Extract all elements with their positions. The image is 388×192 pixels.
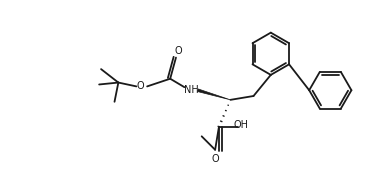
Polygon shape bbox=[197, 89, 230, 100]
Text: O: O bbox=[137, 81, 144, 91]
Text: O: O bbox=[211, 154, 219, 164]
Text: O: O bbox=[174, 46, 182, 56]
Text: NH: NH bbox=[184, 85, 198, 95]
Text: OH: OH bbox=[234, 120, 249, 130]
